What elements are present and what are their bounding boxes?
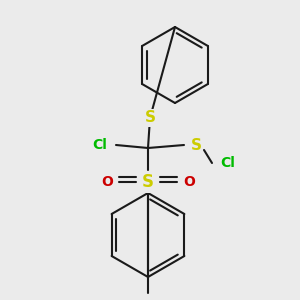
Text: O: O [101, 175, 113, 189]
Text: O: O [183, 175, 195, 189]
Text: Cl: Cl [220, 156, 236, 170]
Text: S: S [145, 110, 155, 125]
Text: S: S [190, 137, 202, 152]
Text: Cl: Cl [93, 138, 107, 152]
Text: S: S [142, 173, 154, 191]
